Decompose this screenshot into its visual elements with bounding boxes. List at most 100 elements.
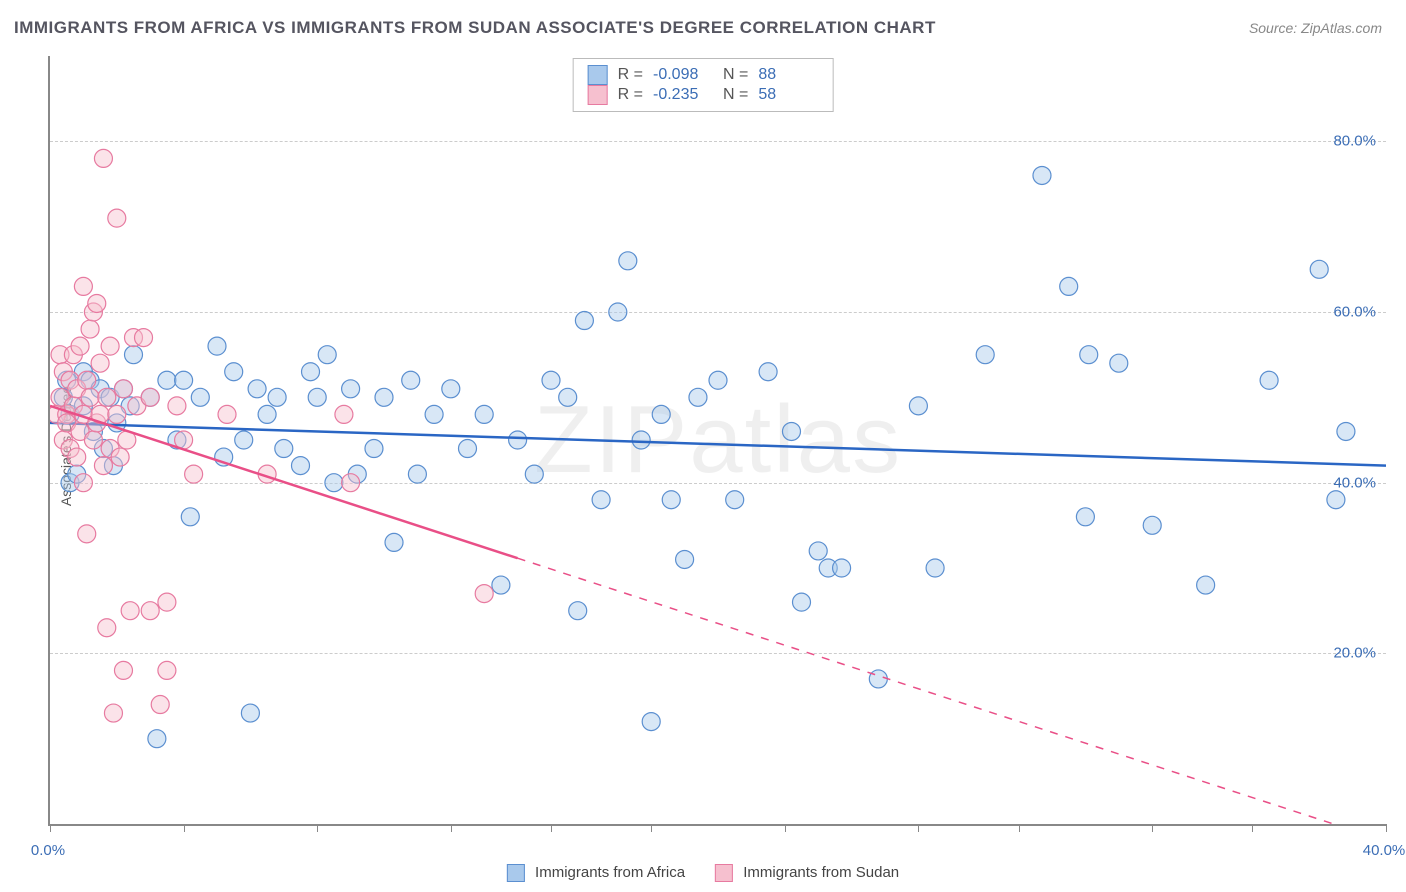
- data-point: [569, 602, 587, 620]
- data-point: [1110, 354, 1128, 372]
- xlegend-item-sudan: Immigrants from Sudan: [715, 864, 899, 882]
- trend-line-dashed: [518, 558, 1386, 824]
- x-axis-legend: Immigrants from Africa Immigrants from S…: [507, 864, 899, 882]
- data-point: [275, 440, 293, 458]
- data-point: [175, 371, 193, 389]
- data-point: [84, 431, 102, 449]
- data-point: [726, 491, 744, 509]
- legend-n-label: N =: [723, 86, 748, 104]
- data-point: [1033, 166, 1051, 184]
- xtick: [1152, 824, 1153, 832]
- data-point: [342, 380, 360, 398]
- data-point: [1143, 516, 1161, 534]
- data-point: [793, 593, 811, 611]
- data-point: [148, 730, 166, 748]
- xtick: [651, 824, 652, 832]
- data-point: [135, 329, 153, 347]
- legend-n-value-sudan: 58: [758, 86, 818, 104]
- data-point: [94, 149, 112, 167]
- source-attribution: Source: ZipAtlas.com: [1249, 20, 1382, 36]
- data-point: [642, 713, 660, 731]
- data-point: [976, 346, 994, 364]
- data-point: [108, 405, 126, 423]
- data-point: [141, 602, 159, 620]
- data-point: [592, 491, 610, 509]
- data-point: [104, 704, 122, 722]
- data-point: [525, 465, 543, 483]
- data-point: [111, 448, 129, 466]
- data-point: [168, 397, 186, 415]
- data-point: [1260, 371, 1278, 389]
- xlegend-swatch-africa: [507, 864, 525, 882]
- xtick-label: 0.0%: [31, 842, 65, 859]
- legend-swatch-africa: [588, 65, 608, 85]
- data-point: [74, 474, 92, 492]
- xtick-label: 40.0%: [1363, 842, 1406, 859]
- xtick: [785, 824, 786, 832]
- data-point: [101, 337, 119, 355]
- xtick: [184, 824, 185, 832]
- data-point: [475, 405, 493, 423]
- legend-row-africa: R = -0.098 N = 88: [588, 65, 819, 85]
- data-point: [158, 593, 176, 611]
- data-point: [759, 363, 777, 381]
- data-point: [1076, 508, 1094, 526]
- xlegend-item-africa: Immigrants from Africa: [507, 864, 685, 882]
- data-point: [652, 405, 670, 423]
- data-point: [662, 491, 680, 509]
- data-point: [218, 405, 236, 423]
- data-point: [78, 371, 96, 389]
- data-point: [385, 533, 403, 551]
- legend-row-sudan: R = -0.235 N = 58: [588, 85, 819, 105]
- data-point: [509, 431, 527, 449]
- data-point: [709, 371, 727, 389]
- data-point: [926, 559, 944, 577]
- data-point: [191, 388, 209, 406]
- data-point: [158, 371, 176, 389]
- data-point: [833, 559, 851, 577]
- data-point: [98, 388, 116, 406]
- data-point: [125, 346, 143, 364]
- legend-n-value-africa: 88: [758, 66, 818, 84]
- legend-r-label: R =: [618, 66, 643, 84]
- data-point: [459, 440, 477, 458]
- data-point: [1337, 422, 1355, 440]
- data-point: [869, 670, 887, 688]
- data-point: [318, 346, 336, 364]
- data-point: [542, 371, 560, 389]
- data-point: [909, 397, 927, 415]
- data-point: [442, 380, 460, 398]
- xtick: [317, 824, 318, 832]
- data-point: [809, 542, 827, 560]
- data-point: [1310, 260, 1328, 278]
- data-point: [325, 474, 343, 492]
- data-point: [225, 363, 243, 381]
- data-point: [121, 602, 139, 620]
- data-point: [689, 388, 707, 406]
- xtick: [1252, 824, 1253, 832]
- data-point: [475, 585, 493, 603]
- data-point: [235, 431, 253, 449]
- data-point: [308, 388, 326, 406]
- data-point: [114, 661, 132, 679]
- legend-r-label: R =: [618, 86, 643, 104]
- data-point: [632, 431, 650, 449]
- data-point: [609, 303, 627, 321]
- data-point: [575, 312, 593, 330]
- xlegend-swatch-sudan: [715, 864, 733, 882]
- chart-title: IMMIGRANTS FROM AFRICA VS IMMIGRANTS FRO…: [14, 18, 936, 38]
- data-point: [402, 371, 420, 389]
- data-point: [185, 465, 203, 483]
- data-point: [782, 422, 800, 440]
- plot-area: ZIPatlas 20.0%40.0%60.0%80.0%: [48, 56, 1386, 826]
- data-point: [81, 388, 99, 406]
- data-point: [258, 405, 276, 423]
- data-point: [559, 388, 577, 406]
- xtick: [918, 824, 919, 832]
- xtick: [551, 824, 552, 832]
- correlation-legend: R = -0.098 N = 88 R = -0.235 N = 58: [573, 58, 834, 112]
- xlegend-label-sudan: Immigrants from Sudan: [743, 864, 899, 881]
- data-point: [335, 405, 353, 423]
- data-point: [94, 457, 112, 475]
- legend-r-value-africa: -0.098: [653, 66, 713, 84]
